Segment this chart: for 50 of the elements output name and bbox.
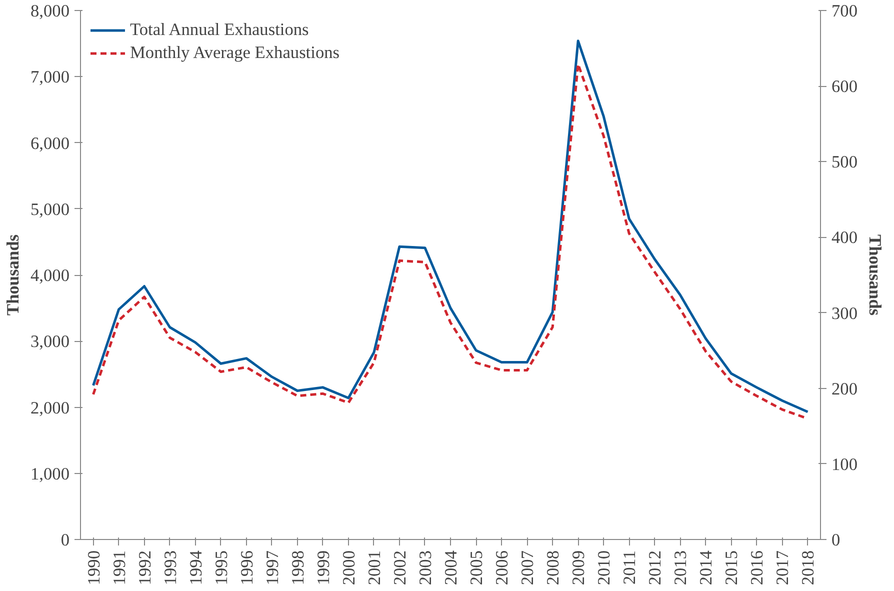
x-tick-label: 1998 — [288, 550, 308, 586]
x-tick-label: 2001 — [364, 550, 384, 586]
y-axis-title: Thousands — [4, 234, 23, 316]
x-tick-label: 2003 — [416, 550, 435, 586]
y2-axis-title: Thousands — [865, 234, 884, 316]
legend-label: Monthly Average Exhaustions — [130, 43, 340, 63]
x-tick-label: 2012 — [646, 550, 665, 586]
x-tick-label: 1992 — [135, 550, 154, 586]
y2-tick-label: 400 — [832, 228, 858, 248]
x-tick-label: 2014 — [696, 550, 716, 586]
x-tick-label: 2005 — [467, 550, 486, 586]
y2-tick-label: 200 — [832, 379, 858, 398]
y-tick-label: 1,000 — [30, 464, 70, 484]
x-tick-label: 2009 — [569, 550, 588, 586]
x-tick-label: 2016 — [748, 550, 767, 586]
x-tick-label: 1997 — [262, 550, 282, 586]
x-tick-label: 1996 — [237, 550, 256, 586]
y2-tick-label: 100 — [832, 454, 858, 474]
x-tick-label: 1999 — [314, 550, 333, 586]
y2-tick-label: 700 — [832, 2, 858, 20]
y-tick-label: 0 — [60, 530, 70, 550]
x-tick-label: 2015 — [722, 550, 742, 586]
y2-tick-label: 500 — [832, 152, 858, 172]
x-tick-label: 2018 — [798, 550, 818, 586]
x-tick-label: 2004 — [442, 550, 460, 586]
y-tick-label: 7,000 — [30, 68, 70, 87]
y2-tick-label: 300 — [832, 304, 858, 323]
y-tick-label: 3,000 — [30, 332, 70, 352]
x-tick-label: 1993 — [160, 550, 180, 586]
x-tick-label: 2000 — [339, 550, 358, 586]
x-tick-label: 2007 — [518, 550, 538, 586]
y-tick-label: 6,000 — [30, 134, 70, 153]
x-tick-label: 2017 — [773, 550, 792, 586]
x-tick-label: 2013 — [671, 550, 690, 586]
x-tick-label: 2010 — [594, 550, 614, 586]
x-tick-label: 2006 — [492, 550, 512, 586]
y2-tick-label: 0 — [832, 530, 840, 550]
y-tick-label: 8,000 — [30, 2, 70, 20]
legend-label: Total Annual Exhaustions — [130, 20, 309, 40]
x-tick-label: 2008 — [544, 550, 563, 586]
y-tick-label: 5,000 — [30, 200, 70, 219]
x-tick-label: 1990 — [84, 550, 104, 586]
x-tick-label: 2011 — [620, 550, 640, 585]
y-tick-label: 4,000 — [30, 266, 70, 285]
x-tick-label: 2002 — [390, 550, 410, 586]
y2-tick-label: 600 — [832, 77, 858, 96]
x-tick-label: 1994 — [186, 550, 206, 586]
x-tick-label: 1995 — [212, 550, 231, 586]
y-tick-label: 2,000 — [30, 398, 70, 418]
x-tick-label: 1991 — [110, 550, 129, 586]
